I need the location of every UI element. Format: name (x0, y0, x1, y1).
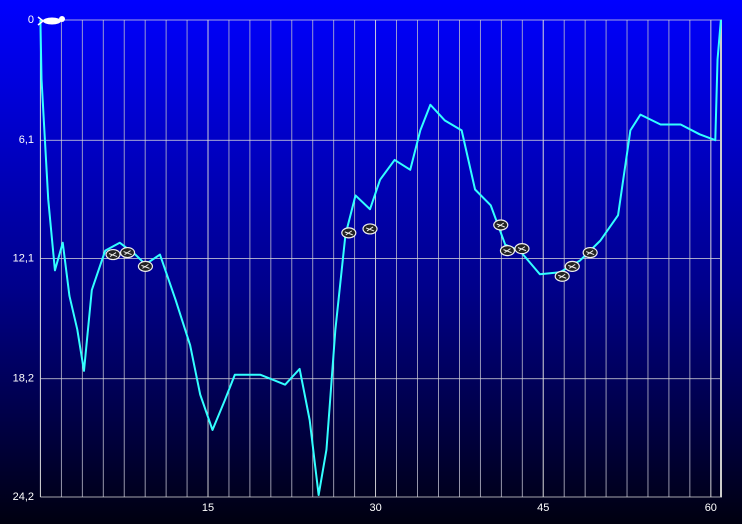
event-icon (517, 246, 527, 252)
event-marker (582, 246, 598, 259)
event-icon (503, 248, 512, 254)
y-tick-label: 0 (28, 14, 34, 26)
plot (39, 19, 722, 497)
event-marker (105, 248, 121, 261)
event-icon (365, 226, 375, 232)
diver-icon (37, 16, 65, 26)
event-icon (585, 250, 595, 256)
event-marker (362, 223, 378, 235)
event-marker (119, 246, 136, 259)
event-marker (514, 243, 530, 255)
depth-line (39, 19, 722, 497)
y-tick-label: 24,2 (13, 491, 34, 503)
event-marker (493, 219, 509, 231)
y-tick-label: 6,1 (19, 134, 34, 146)
grid (39, 19, 722, 498)
event-icon (123, 250, 132, 256)
event-icon (141, 263, 150, 269)
event-icon (568, 263, 577, 269)
event-marker (554, 270, 570, 282)
x-tick-label: 45 (537, 502, 549, 514)
x-tick-label: 30 (369, 502, 381, 514)
event-marker (341, 227, 357, 239)
event-icon (496, 222, 505, 228)
y-tick-label: 18,2 (13, 373, 34, 385)
event-icon (344, 230, 353, 236)
event-marker (499, 245, 516, 257)
y-tick-label: 12,1 (13, 252, 34, 264)
event-marker (137, 260, 154, 272)
event-icon (558, 273, 567, 279)
x-tick-label: 60 (705, 502, 717, 514)
event-marker (564, 260, 580, 272)
event-icon (108, 252, 118, 258)
x-tick-label: 15 (202, 502, 214, 514)
